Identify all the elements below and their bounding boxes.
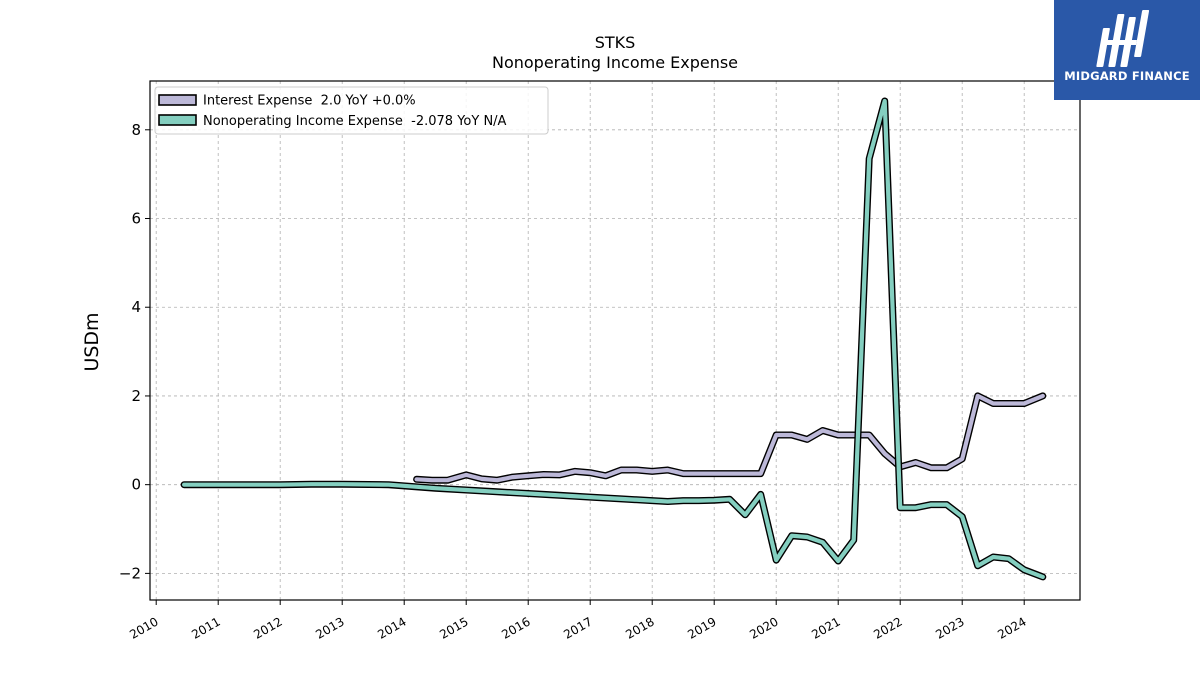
legend-box	[154, 86, 549, 135]
legend: Interest Expense 2.0 YoY +0.0% Nonoperat…	[154, 86, 549, 135]
y-tick-label: 0	[131, 476, 141, 494]
legend-swatch-nonoperating-income-expense	[158, 114, 197, 126]
axis-ticks: 2010 2011 2012 2013 2014 2015 2016 2017 2018 2019…	[119, 121, 1029, 642]
series-line	[182, 98, 1045, 580]
series-line-outline	[180, 97, 1047, 581]
y-tick-label: −2	[119, 564, 141, 582]
y-tick-label: 6	[131, 210, 141, 228]
plot-lines	[180, 97, 1047, 581]
x-tick-label: 2012	[251, 614, 284, 641]
x-tick-label: 2016	[499, 614, 532, 641]
grid	[150, 81, 1080, 600]
x-tick-label: 2013	[313, 614, 346, 641]
x-tick-label: 2015	[437, 614, 470, 641]
x-tick-label: 2014	[375, 614, 408, 641]
y-tick-label: 8	[131, 121, 141, 139]
x-tick-label: 2021	[809, 614, 842, 641]
chart-title: STKS	[595, 33, 636, 52]
chart-subtitle: Nonoperating Income Expense	[492, 53, 738, 72]
y-tick-label: 4	[131, 298, 141, 316]
x-tick-label: 2024	[995, 614, 1028, 641]
x-tick-label: 2011	[189, 614, 222, 641]
y-axis-label: USDm	[81, 312, 103, 371]
plot-frame	[149, 80, 1081, 601]
midgard-logo-icon	[1096, 10, 1150, 67]
x-tick-label: 2019	[685, 614, 718, 641]
x-tick-label: 2018	[623, 614, 656, 641]
y-tick-label: 2	[131, 387, 141, 405]
x-tick-label: 2022	[871, 614, 904, 641]
x-tick-label: 2020	[747, 614, 780, 641]
brand-logo: MIDGARD FINANCE	[1054, 0, 1200, 100]
legend-label-nonoperating-income-expense: Nonoperating Income Expense -2.078 YoY N…	[203, 114, 507, 129]
x-tick-label: 2017	[561, 614, 594, 641]
x-tick-label: 2023	[933, 614, 966, 641]
series-line	[414, 393, 1045, 483]
legend-label-interest-expense: Interest Expense 2.0 YoY +0.0%	[203, 94, 416, 109]
x-tick-label: 2010	[127, 614, 160, 641]
legend-swatch-interest-expense	[158, 94, 197, 106]
brand-name: MIDGARD FINANCE	[1064, 69, 1190, 83]
